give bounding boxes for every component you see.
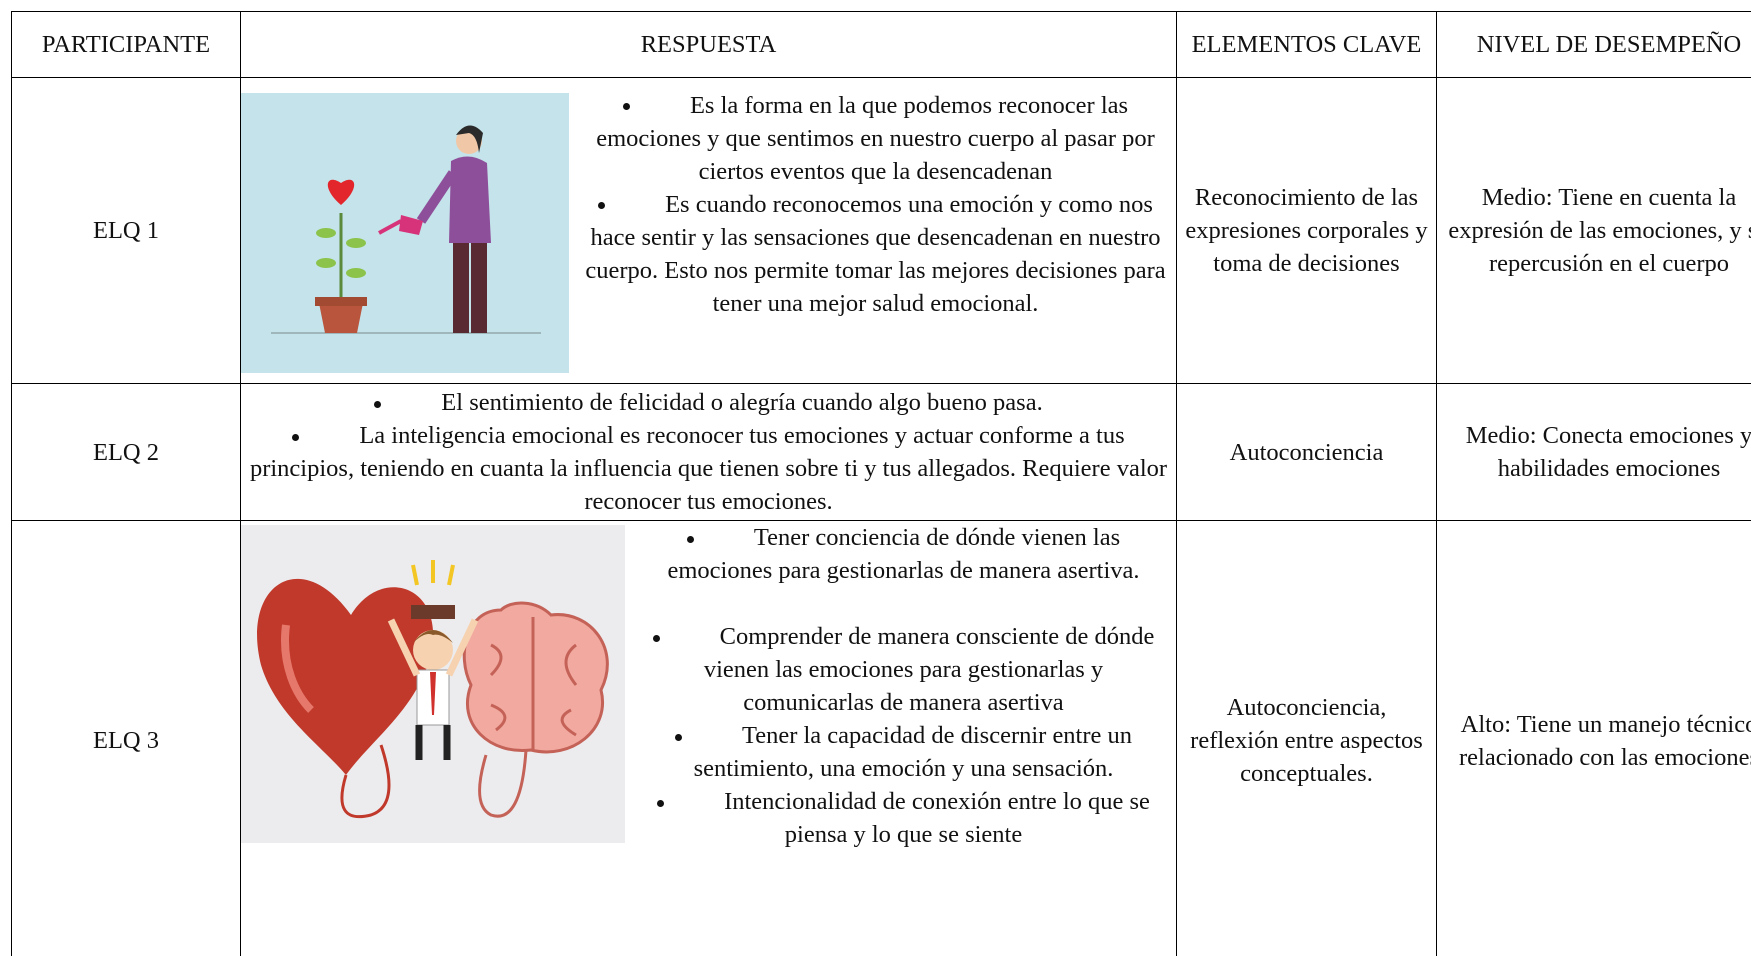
header-cell: NIVEL DE DESEMPEÑO [1436,11,1751,78]
table-wrapper: PARTICIPANTE RESPUESTA ELEMENTOS CLAVE N… [11,11,1751,956]
header-row: PARTICIPANTE RESPUESTA ELEMENTOS CLAVE N… [11,11,1751,78]
key-elements: Autoconciencia, reflexión entre aspectos… [1176,520,1437,956]
response: Es la forma en la que podemos reconocer … [240,77,1177,384]
illustration [241,525,625,843]
participant: ELQ 1 [11,77,241,384]
performance: Alto: Tiene un manejo técnico relacionad… [1436,520,1751,956]
header-cell: RESPUESTA [240,11,1177,78]
response: Tener conciencia de dónde vienen las emo… [240,520,1177,956]
response-item: Es cuando reconocemos una emoción y como… [249,188,1168,320]
response-item: Tener la capacidad de discernir entre un… [249,719,1168,785]
response-item: El sentimiento de felicidad o alegría cu… [249,386,1168,419]
key-elements: Reconocimiento de las expresiones corpor… [1176,77,1437,384]
results-table: PARTICIPANTE RESPUESTA ELEMENTOS CLAVE N… [11,11,1751,956]
header-cell: PARTICIPANTE [11,11,241,78]
response-item: Es la forma en la que podemos reconocer … [249,89,1168,188]
performance: Medio: Tiene en cuenta la expresión de l… [1436,77,1751,384]
response-item: Tener conciencia de dónde vienen las emo… [249,522,1168,588]
response-item: Comprender de manera consciente de dónde… [249,620,1168,719]
response-item: La inteligencia emocional es reconocer t… [249,419,1168,518]
row: ELQ 1 Es la forma en la que podemos reco [11,77,1751,384]
response-item: Intencionalidad de conexión entre lo que… [249,785,1168,851]
response: El sentimiento de felicidad o alegría cu… [240,383,1177,521]
key-elements: Autoconciencia [1176,383,1437,521]
row: ELQ 3 Tener conciencia de dónde vienen l [11,520,1751,956]
performance: Medio: Conecta emociones y habilidades e… [1436,383,1751,521]
participant: ELQ 2 [11,383,241,521]
row: ELQ 2 El sentimiento de felicidad o aleg… [11,383,1751,521]
illustration [241,92,569,373]
header-cell: ELEMENTOS CLAVE [1176,11,1437,78]
participant: ELQ 3 [11,520,241,956]
